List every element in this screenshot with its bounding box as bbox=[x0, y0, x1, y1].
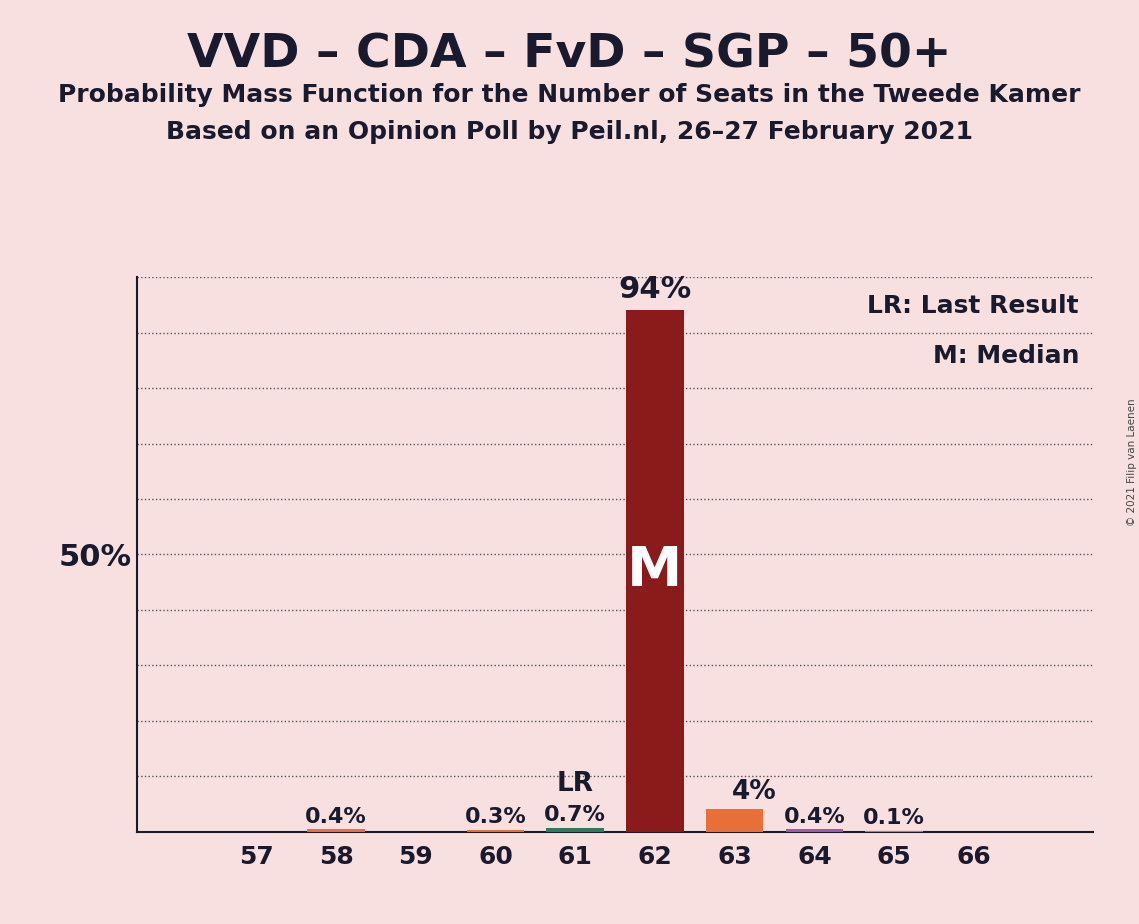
Text: 0.7%: 0.7% bbox=[544, 805, 606, 825]
Bar bbox=[626, 310, 683, 832]
Text: 0.3%: 0.3% bbox=[465, 808, 526, 827]
Text: Based on an Opinion Poll by Peil.nl, 26–27 February 2021: Based on an Opinion Poll by Peil.nl, 26–… bbox=[166, 120, 973, 144]
Bar bbox=[467, 830, 524, 832]
Text: 94%: 94% bbox=[618, 274, 691, 304]
Text: © 2021 Filip van Laenen: © 2021 Filip van Laenen bbox=[1126, 398, 1137, 526]
Bar bbox=[308, 830, 364, 832]
Text: 0.4%: 0.4% bbox=[305, 807, 367, 827]
Text: 4%: 4% bbox=[732, 779, 777, 805]
Text: VVD – CDA – FvD – SGP – 50+: VVD – CDA – FvD – SGP – 50+ bbox=[187, 32, 952, 78]
Text: Probability Mass Function for the Number of Seats in the Tweede Kamer: Probability Mass Function for the Number… bbox=[58, 83, 1081, 107]
Text: M: M bbox=[628, 544, 682, 598]
Text: LR: Last Result: LR: Last Result bbox=[868, 294, 1079, 318]
Bar bbox=[706, 809, 763, 832]
Text: 0.1%: 0.1% bbox=[863, 808, 925, 828]
Text: M: Median: M: Median bbox=[933, 344, 1079, 368]
Text: LR: LR bbox=[557, 772, 593, 797]
Bar bbox=[547, 828, 604, 832]
Bar bbox=[786, 830, 843, 832]
Text: 0.4%: 0.4% bbox=[784, 807, 845, 827]
